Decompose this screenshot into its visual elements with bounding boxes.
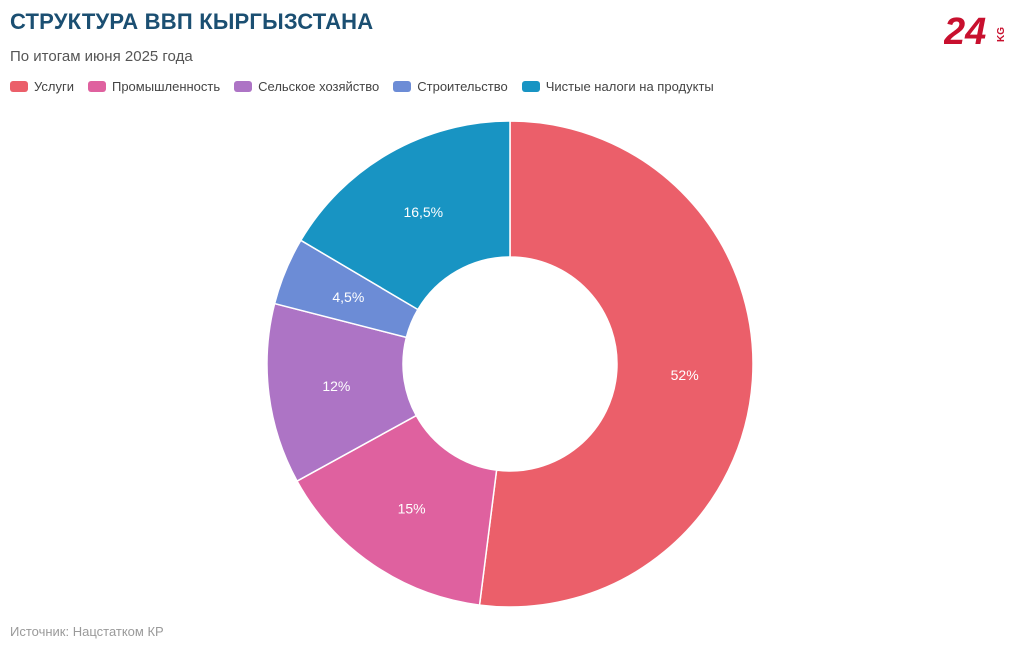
donut-slices xyxy=(266,120,754,608)
legend-item-2[interactable]: Сельское хозяйство xyxy=(234,79,379,94)
slice-label-1: 15% xyxy=(398,501,426,517)
slice-0[interactable] xyxy=(478,120,754,608)
legend-label: Строительство xyxy=(417,79,508,94)
slice-2[interactable] xyxy=(266,302,418,483)
legend-item-4[interactable]: Чистые налоги на продукты xyxy=(521,79,714,94)
legend-swatch xyxy=(10,81,28,92)
slice-label-4: 16,5% xyxy=(403,204,443,220)
legend-swatch xyxy=(521,81,540,92)
legend-label: Сельское хозяйство xyxy=(258,79,380,94)
legend-label: Промышленность xyxy=(111,79,221,94)
logo-number: 24 xyxy=(944,11,986,50)
slice-label-2: 12% xyxy=(322,378,350,394)
logo-24kg: 24 KG xyxy=(944,11,1006,50)
legend-label: Услуги xyxy=(34,79,74,94)
slice-4[interactable] xyxy=(299,120,511,311)
legend-item-0[interactable]: Услуги xyxy=(10,79,74,94)
legend-item-3[interactable]: Строительство xyxy=(393,79,508,94)
slice-label-3: 4,5% xyxy=(332,289,364,305)
slice-1[interactable] xyxy=(296,414,498,606)
chart-title: СТРУКТУРА ВВП КЫРГЫЗСТАНА xyxy=(10,9,374,34)
legend-label: Чистые налоги на продукты xyxy=(545,79,714,94)
chart-subtitle: По итогам июня 2025 года xyxy=(10,48,193,65)
legend-item-1[interactable]: Промышленность xyxy=(87,79,221,94)
logo-suffix: KG xyxy=(996,27,1006,42)
slice-label-0: 52% xyxy=(671,367,699,383)
donut-labels: 52% 15% 12% 4,5% 16,5% xyxy=(322,204,698,517)
legend-swatch xyxy=(87,81,106,92)
source-note: Источник: Нацстатком КР xyxy=(10,624,164,639)
legend-swatch xyxy=(393,81,412,92)
legend-swatch xyxy=(234,81,253,92)
legend: Услуги Промышленность Сельское хозяйство Ст… xyxy=(10,79,714,94)
